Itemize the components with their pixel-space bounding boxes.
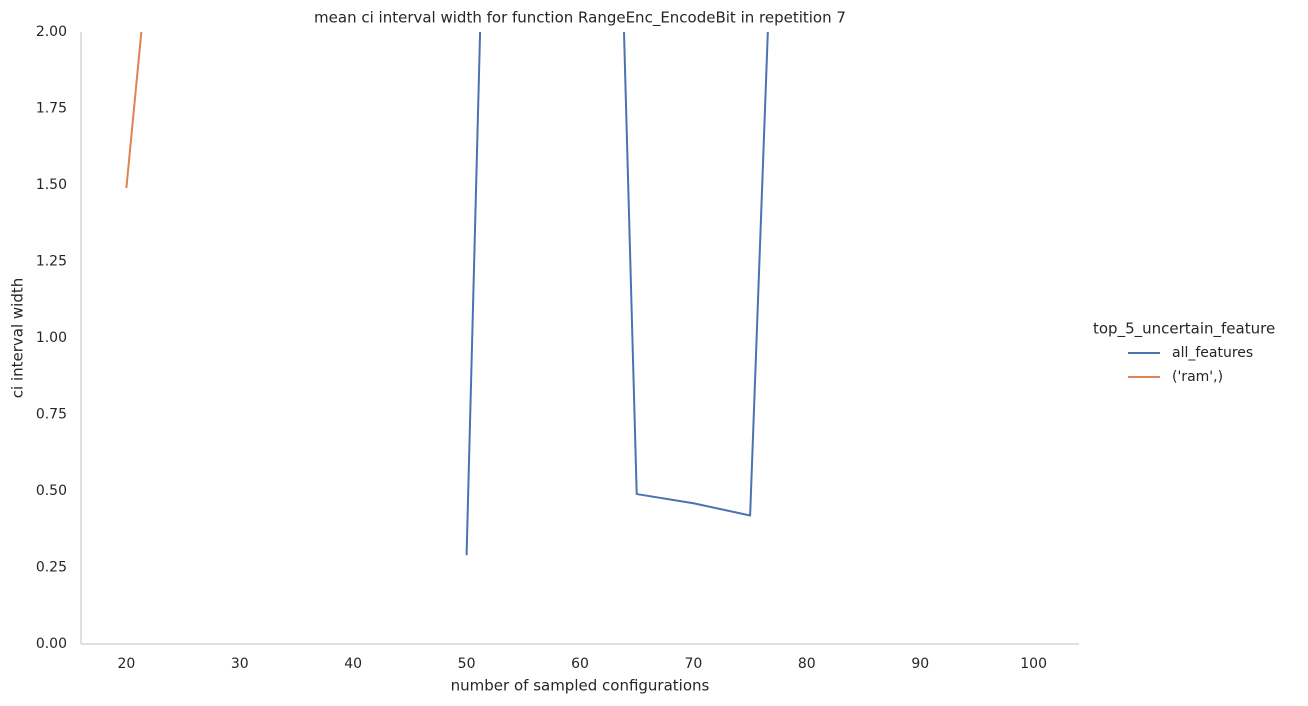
line-series bbox=[465, 32, 769, 556]
y-tick-label: 0.00 bbox=[36, 636, 67, 652]
legend-label: ('ram',) bbox=[1172, 369, 1223, 385]
y-axis-label: ci interval width bbox=[9, 278, 27, 398]
legend-label: all_features bbox=[1172, 345, 1253, 361]
x-tick-label: 50 bbox=[458, 656, 476, 672]
y-tick-label: 2.00 bbox=[36, 24, 67, 40]
y-tick-label: 1.75 bbox=[36, 101, 67, 117]
chart-title: mean ci interval width for function Rang… bbox=[314, 9, 846, 28]
legend-title: top_5_uncertain_feature bbox=[1093, 320, 1275, 339]
y-tick-label: 1.50 bbox=[36, 177, 67, 193]
x-tick-label: 30 bbox=[231, 656, 249, 672]
x-tick-label: 90 bbox=[911, 656, 929, 672]
x-tick-label: 60 bbox=[571, 656, 589, 672]
x-tick-label: 80 bbox=[798, 656, 816, 672]
x-tick-label: 20 bbox=[117, 656, 135, 672]
y-tick-label: 0.75 bbox=[36, 407, 67, 423]
x-tick-label: 40 bbox=[344, 656, 362, 672]
y-tick-label: 0.25 bbox=[36, 560, 67, 576]
y-tick-label: 1.25 bbox=[36, 254, 67, 270]
x-axis-label: number of sampled configurations bbox=[451, 677, 710, 695]
x-tick-label: 100 bbox=[1020, 656, 1047, 672]
line-series bbox=[125, 32, 143, 189]
y-tick-label: 0.50 bbox=[36, 483, 67, 499]
x-tick-label: 70 bbox=[684, 656, 702, 672]
plot-area bbox=[125, 32, 769, 556]
y-tick-label: 1.00 bbox=[36, 330, 67, 346]
